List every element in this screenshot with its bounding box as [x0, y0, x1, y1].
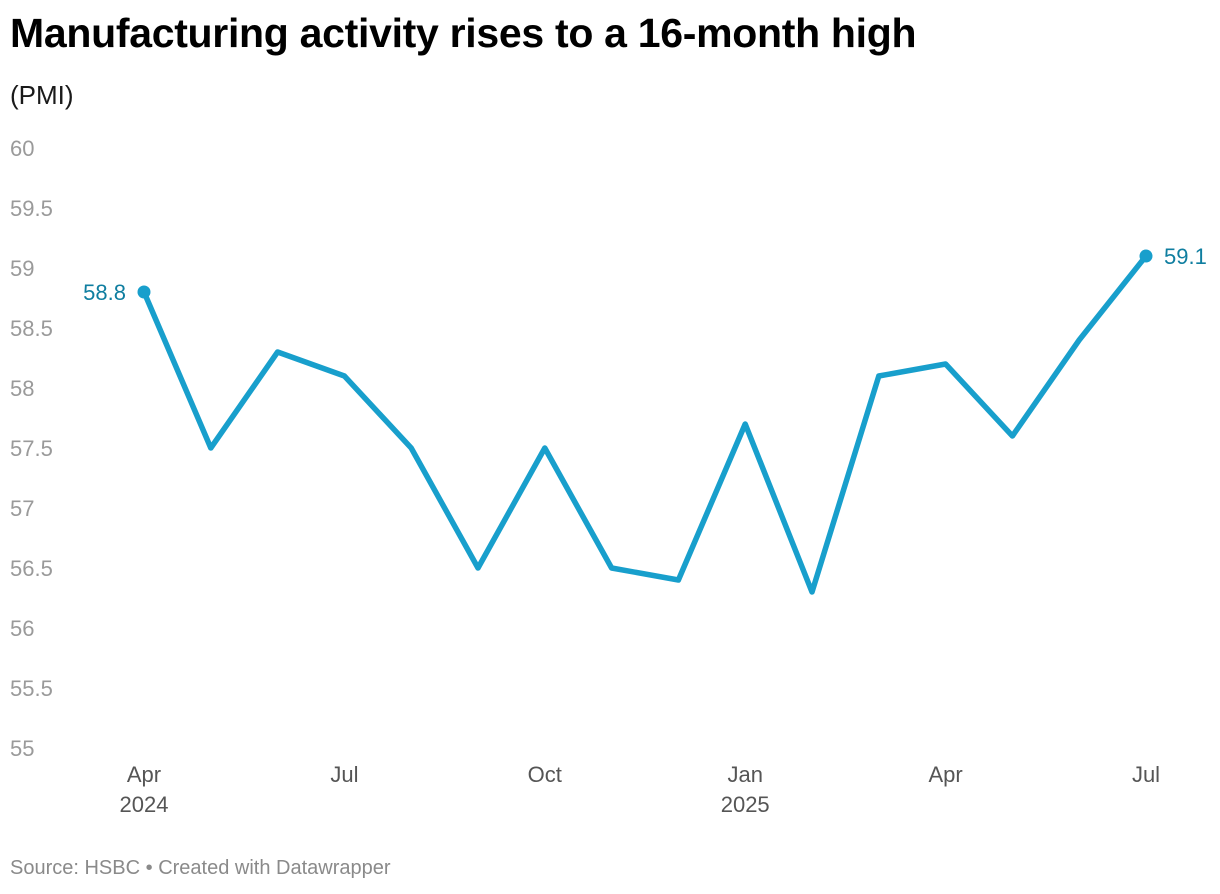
chart-title: Manufacturing activity rises to a 16-mon…	[10, 10, 917, 56]
footer-separator: •	[140, 857, 159, 879]
x-tick-year-label: 2024	[120, 792, 169, 817]
x-tick-label: Apr	[928, 762, 962, 787]
data-point-marker	[137, 285, 151, 299]
y-tick-label: 55	[10, 736, 34, 761]
source-note: Source: HSBC	[10, 857, 141, 879]
chart-subtitle: (PMI)	[10, 80, 74, 110]
data-point-marker	[1139, 249, 1153, 263]
x-tick-label: Jul	[330, 762, 358, 787]
pmi-series-line	[141, 253, 1149, 595]
y-tick-label: 57.5	[10, 436, 53, 461]
x-tick-label: Jul	[1132, 762, 1160, 787]
x-tick-year-label: 2025	[721, 792, 770, 817]
y-tick-label: 59	[10, 256, 34, 281]
y-tick-label: 58	[10, 376, 34, 401]
y-tick-label: 59.5	[10, 196, 53, 221]
x-tick-label: Oct	[528, 762, 562, 787]
x-tick-label: Apr	[127, 762, 161, 787]
y-tick-label: 55.5	[10, 676, 53, 701]
y-tick-label: 60	[10, 136, 34, 161]
y-tick-label: 57	[10, 496, 34, 521]
y-tick-label: 58.5	[10, 316, 53, 341]
x-tick-label: Jan	[727, 762, 762, 787]
data-label: 59.1	[1164, 244, 1207, 269]
chart-footer: Source: HSBC • Created with Datawrapper	[10, 857, 391, 880]
credit-link[interactable]: Created with Datawrapper	[158, 857, 391, 879]
data-label: 58.8	[83, 280, 126, 305]
y-tick-label: 56	[10, 616, 34, 641]
y-tick-label: 56.5	[10, 556, 53, 581]
